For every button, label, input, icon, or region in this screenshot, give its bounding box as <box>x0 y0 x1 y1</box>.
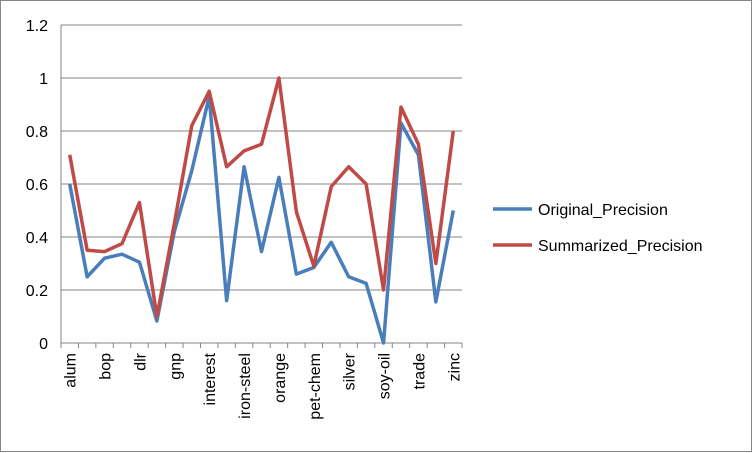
grid-lines <box>61 24 462 291</box>
x-tick-label: trade <box>411 353 428 390</box>
x-tick-label: soy-oil <box>377 353 394 399</box>
x-tick-label: interest <box>202 352 219 405</box>
legend-label-summarized: Summarized_Precision <box>538 238 703 255</box>
legend-label-original: Original_Precision <box>538 202 668 219</box>
series-line-original-precision <box>68 94 455 345</box>
x-tick-label: dlr <box>132 352 149 370</box>
series-lines <box>67 76 456 345</box>
x-tick-label: gnp <box>167 353 184 380</box>
x-tick-label: iron-steel <box>237 353 254 419</box>
axes <box>60 25 462 344</box>
y-tick-label: 1 <box>39 71 48 88</box>
y-tick-label: 0.8 <box>26 124 48 141</box>
x-tick-label: bop <box>98 353 115 380</box>
y-tick-labels: 0 0.2 0.4 0.6 0.8 1 1.2 <box>26 18 48 353</box>
legend: Original_Precision Summarized_Precision <box>493 202 703 255</box>
y-tick-label: 0.6 <box>26 177 48 194</box>
y-tick-label: 0 <box>39 336 48 353</box>
y-tick-label: 1.2 <box>26 18 48 35</box>
x-tick-labels: alum bop dlr gnp interest iron-steel orange pet… <box>60 343 463 420</box>
x-tick-label: silver <box>342 352 359 390</box>
x-tick-label: alum <box>63 353 80 388</box>
x-tick-label: pet-chem <box>307 353 324 420</box>
x-tick-label: orange <box>272 353 289 403</box>
y-tick-label: 0.2 <box>26 283 48 300</box>
series-line-summarized-precision <box>67 76 456 319</box>
y-tick-label: 0.4 <box>26 230 48 247</box>
x-tick-label: zinc <box>446 353 463 381</box>
